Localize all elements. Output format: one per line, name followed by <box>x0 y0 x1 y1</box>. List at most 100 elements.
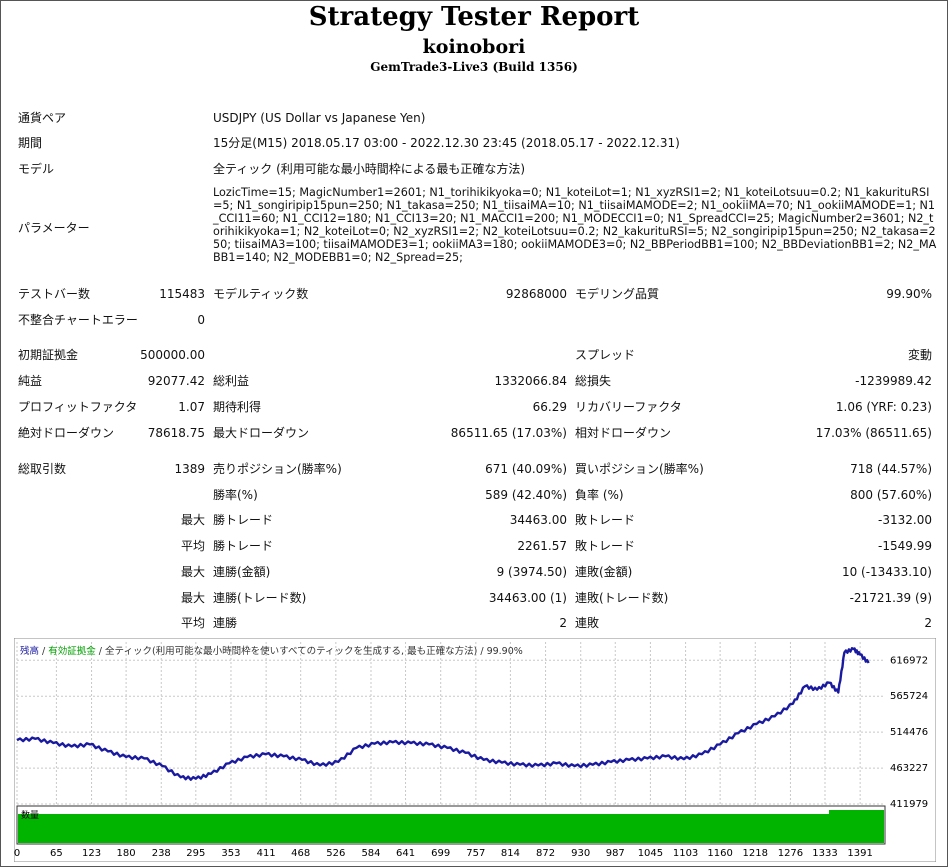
total-trades-value: 1389 <box>174 462 205 476</box>
x-tick-label: 238 <box>152 848 171 859</box>
x-tick-label: 526 <box>326 848 345 859</box>
volume-fill-peak <box>829 810 884 814</box>
gross-profit-value: 1332066.84 <box>494 374 567 388</box>
avg-loss-label: 敗トレード <box>575 539 636 553</box>
profit-factor-value: 1.07 <box>178 400 205 414</box>
errors-value: 0 <box>197 313 205 327</box>
recovery-factor-label: リカバリーファクタ <box>575 400 682 414</box>
largest-win-label: 勝トレード <box>213 513 274 527</box>
max-consec-loss-value: -21721.39 (9) <box>849 591 932 605</box>
y-tick-label: 514476 <box>890 727 928 738</box>
symbol-label: 通貨ペア <box>18 111 67 125</box>
legend-separator: / <box>477 646 486 657</box>
recovery-factor-value: 1.06 (YRF: 0.23) <box>835 400 932 414</box>
long-positions-label: 買いポジション(勝率%) <box>575 462 704 476</box>
avg-win-value: 2261.57 <box>517 539 567 553</box>
win-rate-value: 589 (42.40%) <box>485 488 567 502</box>
max-consec-loss-label: 連敗(トレード数) <box>575 591 669 605</box>
y-tick-label: 463227 <box>890 763 928 774</box>
profit-factor-label: プロフィットファクタ <box>18 400 138 414</box>
report-title: Strategy Tester Report <box>308 2 640 32</box>
max-consec-wins-money-value: 9 (3974.50) <box>496 565 567 579</box>
quality-value: 99.90% <box>886 287 932 301</box>
avg-loss-value: -1549.99 <box>878 539 932 553</box>
x-tick-label: 1218 <box>743 848 768 859</box>
x-tick-label: 180 <box>117 848 136 859</box>
net-profit-value: 92077.42 <box>147 374 205 388</box>
period-label: 期間 <box>18 136 43 150</box>
max-consec-label: 最大 <box>180 565 205 579</box>
average-label: 平均 <box>180 539 205 553</box>
chart-grid <box>16 642 885 805</box>
chart-legend: 残高 / 有効証拠金 / 全ティック(利用可能な最小時間枠を使いすべてのティック… <box>20 645 523 657</box>
long-positions-value: 718 (44.57%) <box>850 462 932 476</box>
period-value: 15分足(M15) 2018.05.17 03:00 - 2022.12.30 … <box>213 136 680 150</box>
legend-equity: 有効証拠金 <box>48 645 96 657</box>
x-tick-label: 1333 <box>812 848 837 859</box>
quality-label: モデリング品質 <box>575 287 660 301</box>
rel-drawdown-value: 17.03% (86511.65) <box>815 426 932 440</box>
ticks-label: モデルティック数 <box>213 287 309 301</box>
bars-value: 115483 <box>159 287 205 301</box>
total-trades-label: 総取引数 <box>18 462 67 476</box>
x-tick-label: 987 <box>606 848 625 859</box>
spread-value: 変動 <box>907 348 932 362</box>
avg-win-label: 勝トレード <box>213 539 274 553</box>
x-tick-label: 0 <box>14 848 20 859</box>
abs-drawdown-value: 78618.75 <box>147 426 205 440</box>
max-consec-profit-value: 34463.00 (1) <box>488 591 567 605</box>
balance-series-line <box>16 647 870 781</box>
net-profit-label: 純益 <box>18 374 43 388</box>
x-tick-label: 353 <box>221 848 240 859</box>
max-drawdown-label: 最大ドローダウン <box>213 426 310 440</box>
max-consec-wins-money-label: 連勝(金額) <box>213 565 271 579</box>
y-axis-ticks: 616972 565724 514476 463227 411979 <box>890 655 928 810</box>
ea-name: koinobori <box>422 36 526 58</box>
x-tick-label: 468 <box>291 848 310 859</box>
errors-label: 不整合チャートエラー <box>18 313 138 327</box>
volume-label: 数量 <box>21 809 39 821</box>
short-positions-label: 売りポジション(勝率%) <box>213 462 342 476</box>
symbol-value: USDJPY (US Dollar vs Japanese Yen) <box>213 111 426 125</box>
x-tick-label: 295 <box>186 848 205 859</box>
avg-consec-losses-label: 連敗 <box>575 616 600 630</box>
x-tick-label: 1045 <box>638 848 663 859</box>
y-tick-label: 616972 <box>890 655 928 666</box>
largest-loss-label: 敗トレード <box>575 513 636 527</box>
x-tick-label: 1103 <box>673 848 698 859</box>
spread-label: スプレッド <box>575 348 636 362</box>
largest-win-value: 34463.00 <box>509 513 567 527</box>
x-axis-ticks: 0 65 123 180 238 295 353 411 468 526 584 641 699 757 8… <box>14 848 873 859</box>
loss-rate-value: 800 (57.60%) <box>850 488 932 502</box>
x-tick-label: 123 <box>82 848 101 859</box>
bars-label: テストバー数 <box>18 287 91 301</box>
rel-drawdown-label: 相対ドローダウン <box>575 426 672 440</box>
legend-separator: / <box>96 646 105 657</box>
params-value: LozicTime=15; MagicNumber1=2601; N1_tori… <box>213 186 937 264</box>
max-consec-losses-money-value: 10 (-13433.10) <box>841 565 932 579</box>
y-tick-label: 565724 <box>890 691 928 702</box>
avg-consec-wins-value: 2 <box>559 616 567 630</box>
x-tick-label: 757 <box>466 848 485 859</box>
abs-drawdown-label: 絶対ドローダウン <box>18 426 115 440</box>
y-tick-label: 411979 <box>890 799 928 810</box>
expected-payoff-label: 期待利得 <box>213 400 262 414</box>
deposit-value: 500000.00 <box>140 348 205 362</box>
legend-model: 全ティック(利用可能な最小時間枠を使いすべてのティックを生成する, 最も正確な方… <box>105 645 477 657</box>
legend-balance: 残高 <box>20 645 39 657</box>
params-label: パラメーター <box>18 221 90 235</box>
max-drawdown-value: 86511.65 (17.03%) <box>450 426 567 440</box>
expected-payoff-value: 66.29 <box>532 400 567 414</box>
x-tick-label: 641 <box>396 848 415 859</box>
volume-bars <box>18 810 884 843</box>
largest-loss-value: -3132.00 <box>878 513 932 527</box>
win-rate-label: 勝率(%) <box>213 488 258 502</box>
x-tick-label: 65 <box>50 848 63 859</box>
legend-quality: 99.90% <box>487 646 523 657</box>
x-tick-label: 872 <box>536 848 555 859</box>
x-tick-label: 814 <box>501 848 520 859</box>
x-tick-label: 699 <box>431 848 450 859</box>
largest-label: 最大 <box>180 513 205 527</box>
gross-loss-label: 総損失 <box>575 374 612 388</box>
max-consec-profit-label: 連勝(トレード数) <box>213 591 307 605</box>
